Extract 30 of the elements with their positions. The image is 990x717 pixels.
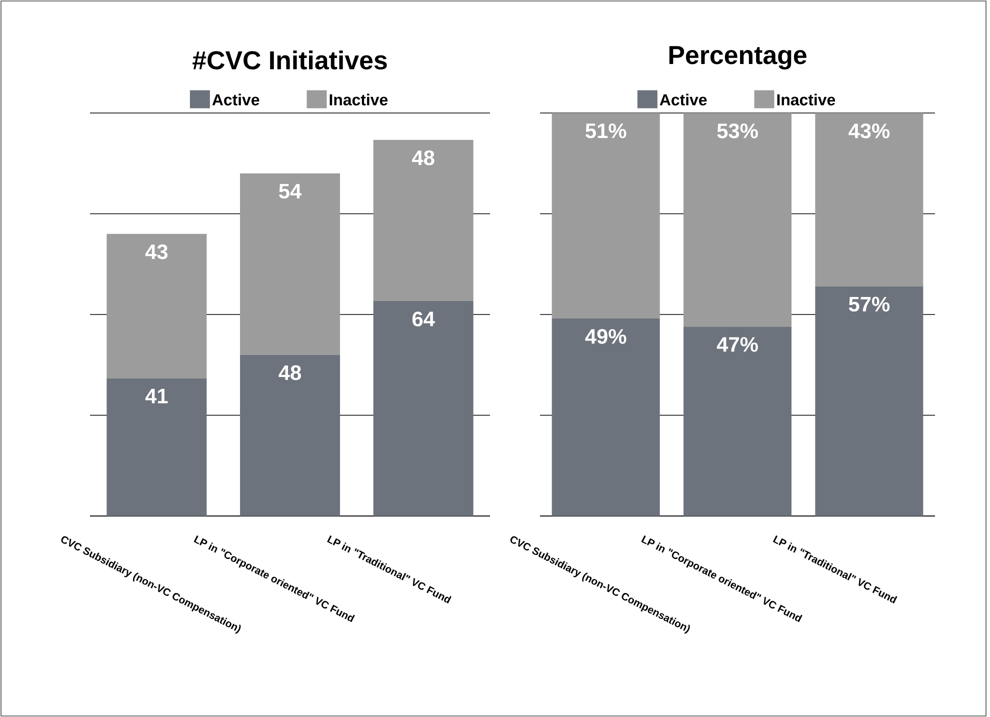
data-label: 54 — [279, 184, 302, 199]
data-label: 64 — [412, 312, 435, 326]
data-label: 48 — [412, 150, 434, 166]
legend-label: Inactive — [777, 94, 836, 106]
legend-label: Active — [212, 94, 260, 106]
bar — [684, 112, 792, 327]
data-label: 43% — [848, 124, 890, 138]
bar — [240, 173, 340, 355]
data-label: 47% — [716, 337, 758, 352]
bar — [106, 378, 207, 516]
data-label: 41 — [145, 388, 168, 404]
bar — [684, 326, 792, 516]
data-label: 51% — [586, 123, 626, 138]
bar — [373, 301, 474, 516]
bar — [106, 234, 207, 378]
chart-title: Percentage — [669, 46, 806, 70]
bar — [373, 140, 474, 302]
legend-label: Inactive — [330, 94, 388, 106]
data-label: 53% — [717, 124, 758, 138]
legend-label: Active — [660, 94, 707, 106]
bar — [552, 318, 660, 516]
data-label: 57% — [848, 296, 890, 312]
chart-title: #CVC Initiatives — [192, 50, 387, 70]
data-label: 48 — [278, 365, 301, 380]
bar — [815, 286, 924, 516]
data-label: 43 — [145, 244, 168, 260]
bar — [240, 354, 340, 516]
data-label: 49% — [585, 329, 626, 344]
bar — [815, 112, 924, 286]
bar — [552, 112, 660, 319]
